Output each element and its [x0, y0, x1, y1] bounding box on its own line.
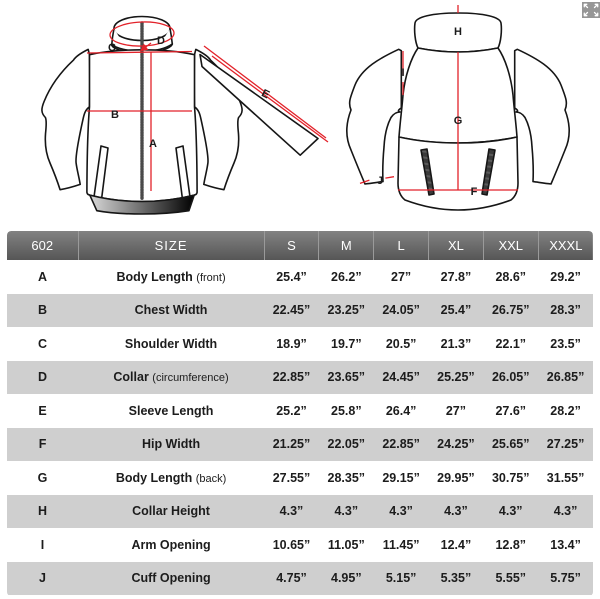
svg-text:D: D — [157, 35, 165, 47]
svg-text:C: C — [108, 42, 116, 54]
svg-text:B: B — [111, 109, 119, 121]
svg-text:A: A — [149, 138, 157, 150]
svg-text:G: G — [454, 115, 463, 127]
svg-text:F: F — [471, 186, 478, 198]
svg-text:I: I — [401, 67, 404, 79]
svg-text:J: J — [377, 175, 383, 187]
svg-text:H: H — [454, 26, 462, 38]
